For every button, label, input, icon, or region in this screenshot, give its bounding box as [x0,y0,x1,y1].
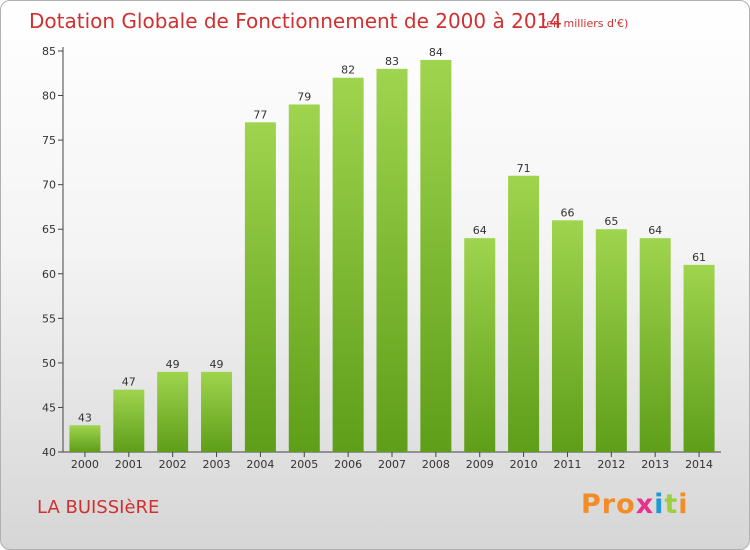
y-tick-label: 65 [42,223,56,236]
y-tick-label: 50 [42,357,56,370]
bar-value-label: 71 [517,162,531,175]
y-tick-label: 70 [42,179,56,192]
bar [595,229,627,452]
logo-letter: r [601,489,617,520]
bar-value-label: 49 [166,358,180,371]
logo-letter: x [635,489,655,520]
logo-letter: i [678,489,689,520]
bar-value-label: 47 [122,376,136,389]
x-tick-label: 2010 [510,458,538,471]
bar-value-label: 61 [692,251,706,264]
bar [551,220,583,452]
logo-letter: P [581,489,602,520]
y-tick-label: 55 [42,312,56,325]
bar [508,175,540,452]
bar-value-label: 49 [210,358,224,371]
x-tick-label: 2002 [159,458,187,471]
x-tick-label: 2009 [466,458,494,471]
logo-letter: t [664,489,679,520]
bar [69,425,101,452]
x-tick-label: 2005 [290,458,318,471]
logo-letter: o [616,489,636,520]
bar [332,77,364,452]
x-tick-label: 2004 [246,458,274,471]
x-tick-label: 2007 [378,458,406,471]
y-tick-label: 60 [42,268,56,281]
town-name: LA BUISSIèRE [37,497,160,518]
x-tick-label: 2012 [597,458,625,471]
bar [201,371,233,452]
x-tick-label: 2013 [641,458,669,471]
bar [376,68,408,453]
logo-letter: i [654,489,665,520]
bar [683,264,715,452]
x-tick-label: 2014 [685,458,713,471]
bar [288,104,320,452]
x-tick-label: 2011 [553,458,581,471]
bar [113,389,145,452]
x-tick-label: 2008 [422,458,450,471]
y-tick-label: 85 [42,45,56,58]
bar [244,122,276,453]
bar-value-label: 64 [473,224,487,237]
y-tick-label: 45 [42,401,56,414]
bar-value-label: 64 [648,224,662,237]
bar [464,238,496,452]
chart-title: Dotation Globale de Fonctionnement de 20… [29,9,562,33]
x-tick-label: 2003 [203,458,231,471]
chart-labels: 43 47 49 49 77 79 82 83 84 64 71 66 65 64 61 [78,46,706,424]
x-tick-label: 2000 [71,458,99,471]
x-tick-label: 2006 [334,458,362,471]
bar [157,371,189,452]
bar [420,59,452,453]
y-tick-label: 75 [42,134,56,147]
bar-value-label: 77 [253,108,267,121]
proxiti-logo[interactable]: Proxiti [581,489,689,520]
bar-value-label: 84 [429,46,443,59]
y-tick-label: 80 [42,90,56,103]
x-tick-label: 2001 [115,458,143,471]
bar [639,238,671,452]
bar-value-label: 43 [78,411,92,424]
bar-value-label: 65 [604,215,618,228]
y-tick-label: 40 [42,446,56,459]
chart-bars [69,59,715,453]
chart-unit: (en milliers d'€) [542,17,629,30]
bar-value-label: 79 [297,90,311,103]
chart-axes: 40 45 50 55 60 65 70 75 80 85 2000 2001 2002 2003 2004… [42,45,721,471]
bar-value-label: 66 [560,206,574,219]
bar-value-label: 82 [341,64,355,77]
bar-value-label: 83 [385,55,399,68]
